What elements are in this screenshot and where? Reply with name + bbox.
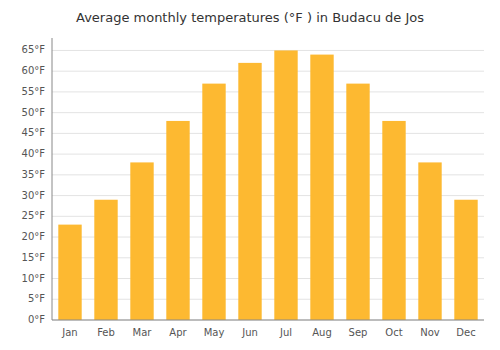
grid-line: [52, 50, 484, 51]
bar: [202, 84, 225, 320]
grid: [52, 50, 484, 320]
bar: [454, 200, 477, 320]
x-tick-label: Aug: [312, 327, 332, 338]
y-tick-label: 10°F: [22, 273, 46, 284]
x-tick-label: May: [204, 327, 225, 338]
grid-line: [52, 112, 484, 113]
bars: [58, 50, 477, 320]
y-tick-label: 55°F: [22, 86, 46, 97]
y-tick-label: 35°F: [22, 169, 46, 180]
y-tick-label: 25°F: [22, 210, 46, 221]
y-tick-label: 65°F: [22, 44, 46, 55]
bar: [310, 55, 333, 320]
grid-line: [52, 91, 484, 92]
x-tick-label: Oct: [385, 327, 402, 338]
bar: [346, 84, 369, 320]
x-tick-label: Jun: [241, 327, 258, 338]
grid-line: [52, 154, 484, 155]
bar: [166, 121, 189, 320]
y-tick-label: 0°F: [28, 314, 45, 325]
y-tick-label: 20°F: [22, 231, 46, 242]
x-ticks: Jan Feb Mar Apr May Jun Jul Aug Sep Oct Nov Dec: [61, 327, 475, 338]
grid-line: [52, 133, 484, 134]
x-tick-label: Dec: [456, 327, 475, 338]
y-tick-label: 15°F: [22, 252, 46, 263]
bar: [274, 50, 297, 320]
chart-container: 0°F 5°F 10°F 15°F 20°F 25°F 30°F 35°F 40°F 45°F 50…: [0, 0, 500, 350]
title: Average monthly temperatures (°F ) in Bu…: [76, 10, 424, 25]
y-axis-line: [52, 38, 53, 320]
bar: [238, 63, 261, 320]
y-ticks: 0°F 5°F 10°F 15°F 20°F 25°F 30°F 35°F 40°F 45°F 50…: [22, 44, 46, 325]
x-tick-label: Nov: [420, 327, 440, 338]
x-tick-label: Jul: [279, 327, 292, 338]
grid-line: [52, 320, 484, 321]
y-tick-label: 45°F: [22, 127, 46, 138]
chart-svg: 0°F 5°F 10°F 15°F 20°F 25°F 30°F 35°F 40°F 45°F 50…: [0, 0, 500, 350]
y-tick-label: 40°F: [22, 148, 46, 159]
y-tick-label: 30°F: [22, 190, 46, 201]
x-tick-label: Sep: [349, 327, 368, 338]
bar: [382, 121, 405, 320]
y-tick-label: 5°F: [28, 293, 45, 304]
bar: [58, 225, 81, 320]
bar: [94, 200, 117, 320]
grid-line: [52, 71, 484, 72]
x-tick-label: Apr: [169, 327, 187, 338]
bar: [130, 162, 153, 320]
x-tick-label: Feb: [97, 327, 115, 338]
y-tick-label: 50°F: [22, 107, 46, 118]
x-tick-label: Mar: [133, 327, 153, 338]
bar: [418, 162, 441, 320]
y-tick-label: 60°F: [22, 65, 46, 76]
x-axis-line: [52, 320, 484, 321]
x-tick-label: Jan: [61, 327, 77, 338]
